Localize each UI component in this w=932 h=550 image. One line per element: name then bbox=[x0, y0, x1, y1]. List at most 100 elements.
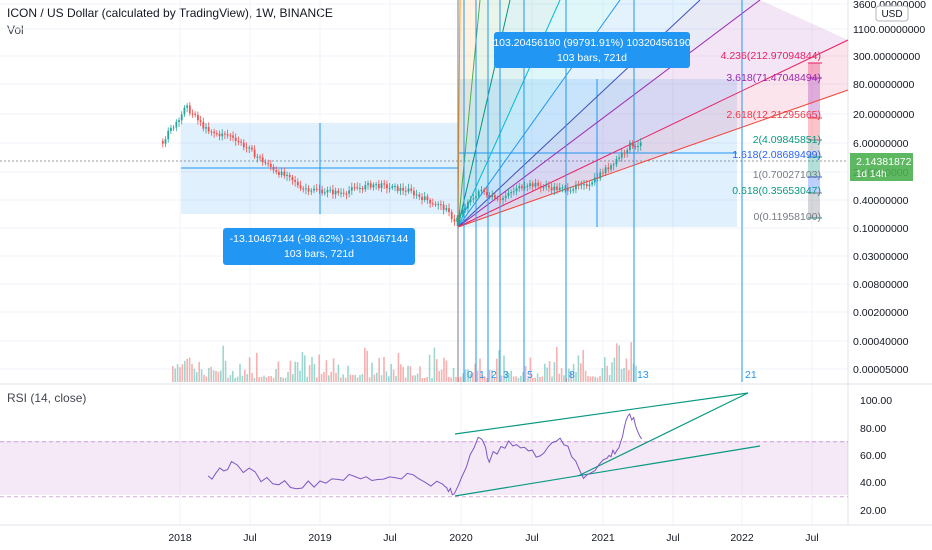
candle-body bbox=[634, 146, 637, 148]
volume-bar bbox=[258, 377, 260, 382]
volume-bars bbox=[172, 342, 637, 382]
volume-bar bbox=[172, 366, 174, 382]
candle-body bbox=[380, 183, 383, 189]
volume-bar bbox=[320, 373, 323, 382]
candle-body bbox=[431, 203, 434, 205]
volume-bar bbox=[498, 350, 500, 382]
candle-body bbox=[545, 185, 548, 187]
volume-bar bbox=[272, 377, 275, 382]
candle-body bbox=[456, 217, 459, 222]
volume-bar bbox=[481, 375, 484, 382]
candle-body bbox=[296, 181, 299, 186]
candle-body bbox=[502, 198, 504, 200]
volume-bar bbox=[196, 372, 198, 382]
candle-body bbox=[375, 184, 378, 186]
volume-bar bbox=[505, 372, 508, 382]
volume-bar bbox=[563, 375, 565, 382]
candle-body bbox=[461, 209, 464, 215]
candle-body bbox=[232, 135, 234, 138]
candle-body bbox=[215, 133, 218, 135]
candle-body bbox=[342, 192, 345, 194]
candle-body bbox=[191, 113, 194, 115]
candle-body bbox=[637, 145, 639, 147]
candle-body bbox=[421, 196, 423, 201]
rsi-tick-label: 40.00 bbox=[860, 477, 886, 489]
volume-bar bbox=[392, 369, 395, 382]
y-tick-label: 20.00000000 bbox=[853, 109, 914, 121]
measure-box-1 bbox=[494, 32, 690, 68]
volume-bar bbox=[292, 374, 294, 382]
candle-body bbox=[197, 114, 199, 121]
volume-bar bbox=[580, 363, 582, 382]
volume-bar bbox=[280, 377, 282, 382]
volume-bar bbox=[352, 374, 354, 382]
candles bbox=[161, 102, 642, 226]
volume-bar bbox=[186, 358, 188, 382]
volume-bar bbox=[359, 375, 361, 382]
volume-bar bbox=[198, 361, 200, 382]
candle-body bbox=[377, 184, 380, 189]
candle-body bbox=[251, 147, 253, 150]
candle-body bbox=[280, 171, 283, 175]
volume-bar bbox=[577, 355, 580, 382]
candle-body bbox=[315, 188, 318, 190]
candle-body bbox=[607, 167, 610, 170]
fib-zone-0 bbox=[808, 63, 820, 78]
candle-body bbox=[599, 172, 602, 179]
volume-bar bbox=[210, 366, 212, 382]
x-tick-label: 2022 bbox=[730, 532, 754, 544]
volume-bar bbox=[407, 365, 409, 382]
x-tick-label: Jul bbox=[666, 532, 679, 544]
candle-body bbox=[183, 107, 186, 115]
volume-bar bbox=[179, 367, 181, 382]
candle-body bbox=[253, 149, 256, 157]
candle-body bbox=[259, 156, 261, 158]
candle-body bbox=[321, 189, 324, 194]
volume-bar bbox=[575, 372, 577, 382]
fib-fan-zone-6 bbox=[458, 0, 848, 227]
candle-body bbox=[437, 204, 440, 206]
candle-body bbox=[434, 203, 437, 205]
x-tick-label: Jul bbox=[243, 532, 256, 544]
candle-body bbox=[307, 188, 310, 192]
rsi-label[interactable]: RSI (14, close) bbox=[7, 391, 87, 405]
volume-bar bbox=[616, 343, 618, 382]
volume-bar bbox=[287, 372, 289, 382]
candle-body bbox=[391, 186, 394, 188]
candle-body bbox=[472, 198, 475, 200]
volume-bar bbox=[635, 365, 637, 382]
volume-bar bbox=[556, 346, 558, 382]
currency-badge-box bbox=[875, 5, 909, 22]
volume-bar bbox=[344, 377, 347, 382]
volume-bar bbox=[553, 362, 556, 382]
y-tick-label: 6.00000000 bbox=[853, 138, 909, 150]
candle-body bbox=[172, 127, 175, 129]
volume-bar bbox=[558, 373, 560, 382]
price-tag-price: 2.14381872 bbox=[856, 156, 912, 168]
volume-bar bbox=[484, 376, 486, 382]
candle-body bbox=[596, 177, 599, 179]
candle-body bbox=[278, 171, 280, 175]
volume-bar bbox=[524, 366, 527, 382]
fib-level-label: 2.618(12.21295665) bbox=[726, 109, 821, 121]
candle-body bbox=[593, 177, 596, 183]
candle-body bbox=[267, 163, 270, 165]
volume-bar bbox=[527, 377, 529, 382]
currency-badge: USD bbox=[881, 9, 902, 20]
volume-bar bbox=[308, 365, 311, 382]
candle-body bbox=[418, 194, 421, 197]
volume-bar bbox=[311, 356, 313, 382]
volume-bar bbox=[426, 377, 428, 382]
candle-body bbox=[564, 187, 567, 189]
candle-body bbox=[383, 183, 386, 185]
candle-body bbox=[399, 187, 402, 192]
rsi-tick-label: 80.00 bbox=[860, 423, 886, 435]
volume-bar bbox=[592, 376, 594, 382]
fib-level-label: 2(4.09845851) bbox=[753, 134, 821, 146]
fib-zone-1 bbox=[808, 78, 820, 118]
fib-level-label: 0(0.11958100) bbox=[753, 211, 821, 223]
volume-label[interactable]: Vol bbox=[7, 23, 24, 37]
candle-body bbox=[604, 167, 607, 174]
price-tag-box bbox=[850, 153, 913, 181]
